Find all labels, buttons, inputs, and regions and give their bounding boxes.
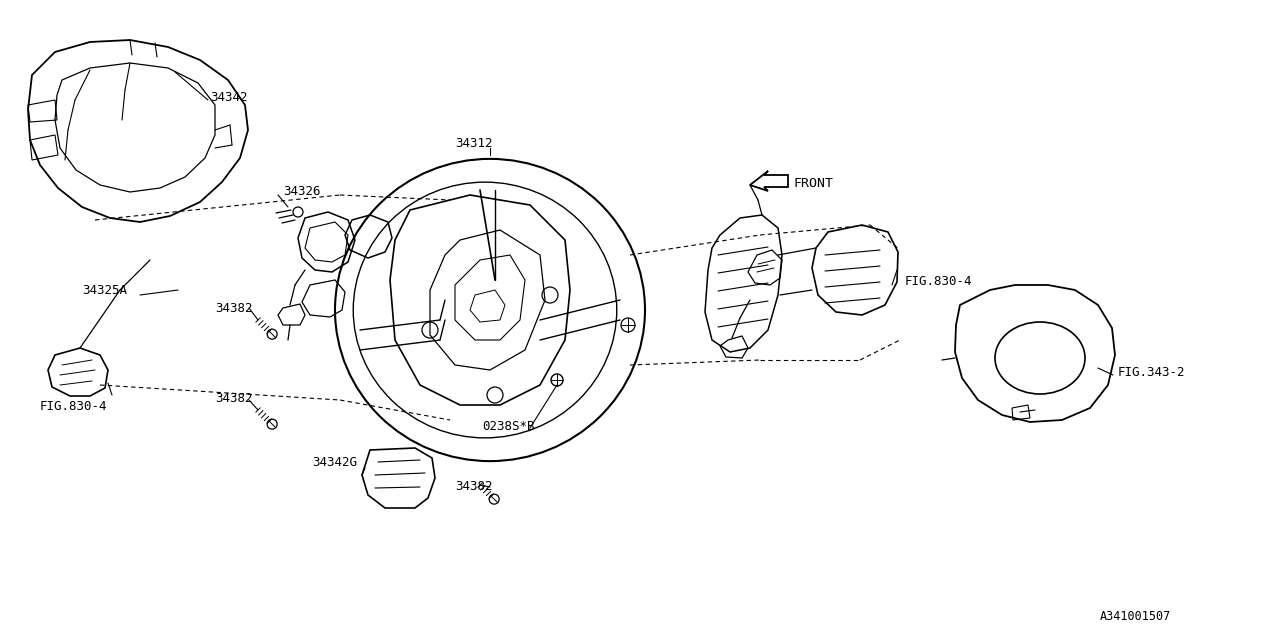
Text: 0238S*B: 0238S*B: [483, 420, 535, 433]
Text: A341001507: A341001507: [1100, 611, 1171, 623]
Text: FIG.343-2: FIG.343-2: [1117, 365, 1185, 378]
Text: 34342: 34342: [210, 90, 247, 104]
Text: FRONT: FRONT: [794, 177, 833, 189]
Text: 34325A: 34325A: [82, 284, 127, 296]
Text: 34382: 34382: [454, 481, 493, 493]
Text: FIG.830-4: FIG.830-4: [905, 275, 973, 287]
Text: 34382: 34382: [215, 301, 252, 314]
Text: 34382: 34382: [215, 392, 252, 404]
Text: FIG.830-4: FIG.830-4: [40, 401, 108, 413]
Text: 34312: 34312: [454, 136, 493, 150]
Text: 34342G: 34342G: [312, 456, 357, 470]
Text: 34326: 34326: [283, 184, 320, 198]
